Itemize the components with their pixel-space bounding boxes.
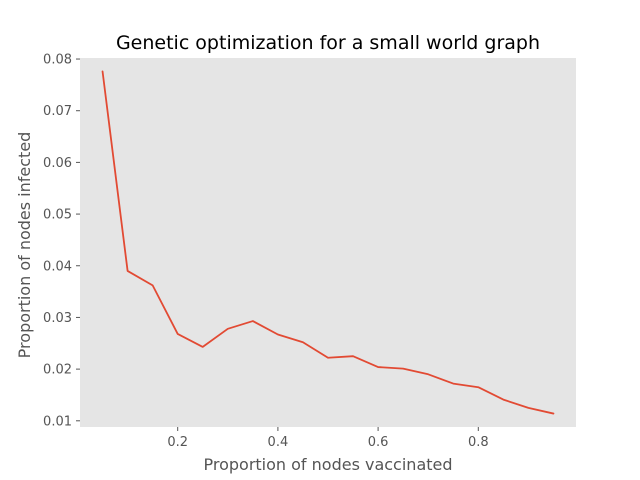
chart-title: Genetic optimization for a small world g… — [116, 32, 540, 54]
y-axis: 0.01 0.02 0.03 0.04 0.05 0.06 0.07 0.08 — [43, 53, 80, 429]
y-tick-label: 0.03 — [43, 311, 72, 326]
x-tick-label: 0.2 — [167, 435, 188, 450]
y-tick-label: 0.08 — [43, 53, 72, 68]
x-axis-label: Proportion of nodes vaccinated — [203, 455, 452, 474]
y-axis-label: Proportion of nodes infected — [15, 132, 34, 359]
y-tick-label: 0.04 — [43, 259, 72, 274]
y-tick-label: 0.07 — [43, 104, 72, 119]
y-tick-label: 0.06 — [43, 156, 72, 171]
y-tick-label: 0.05 — [43, 208, 72, 223]
series-line — [101, 70, 555, 415]
x-tick-label: 0.6 — [368, 435, 389, 450]
x-axis: 0.2 0.4 0.6 0.8 — [167, 427, 489, 450]
series-layer — [101, 70, 555, 415]
x-tick-label: 0.4 — [268, 435, 289, 450]
x-tick-label: 0.8 — [468, 435, 489, 450]
plot-area — [80, 58, 576, 427]
y-tick-label: 0.02 — [43, 363, 72, 378]
y-tick-label: 0.01 — [43, 414, 72, 429]
